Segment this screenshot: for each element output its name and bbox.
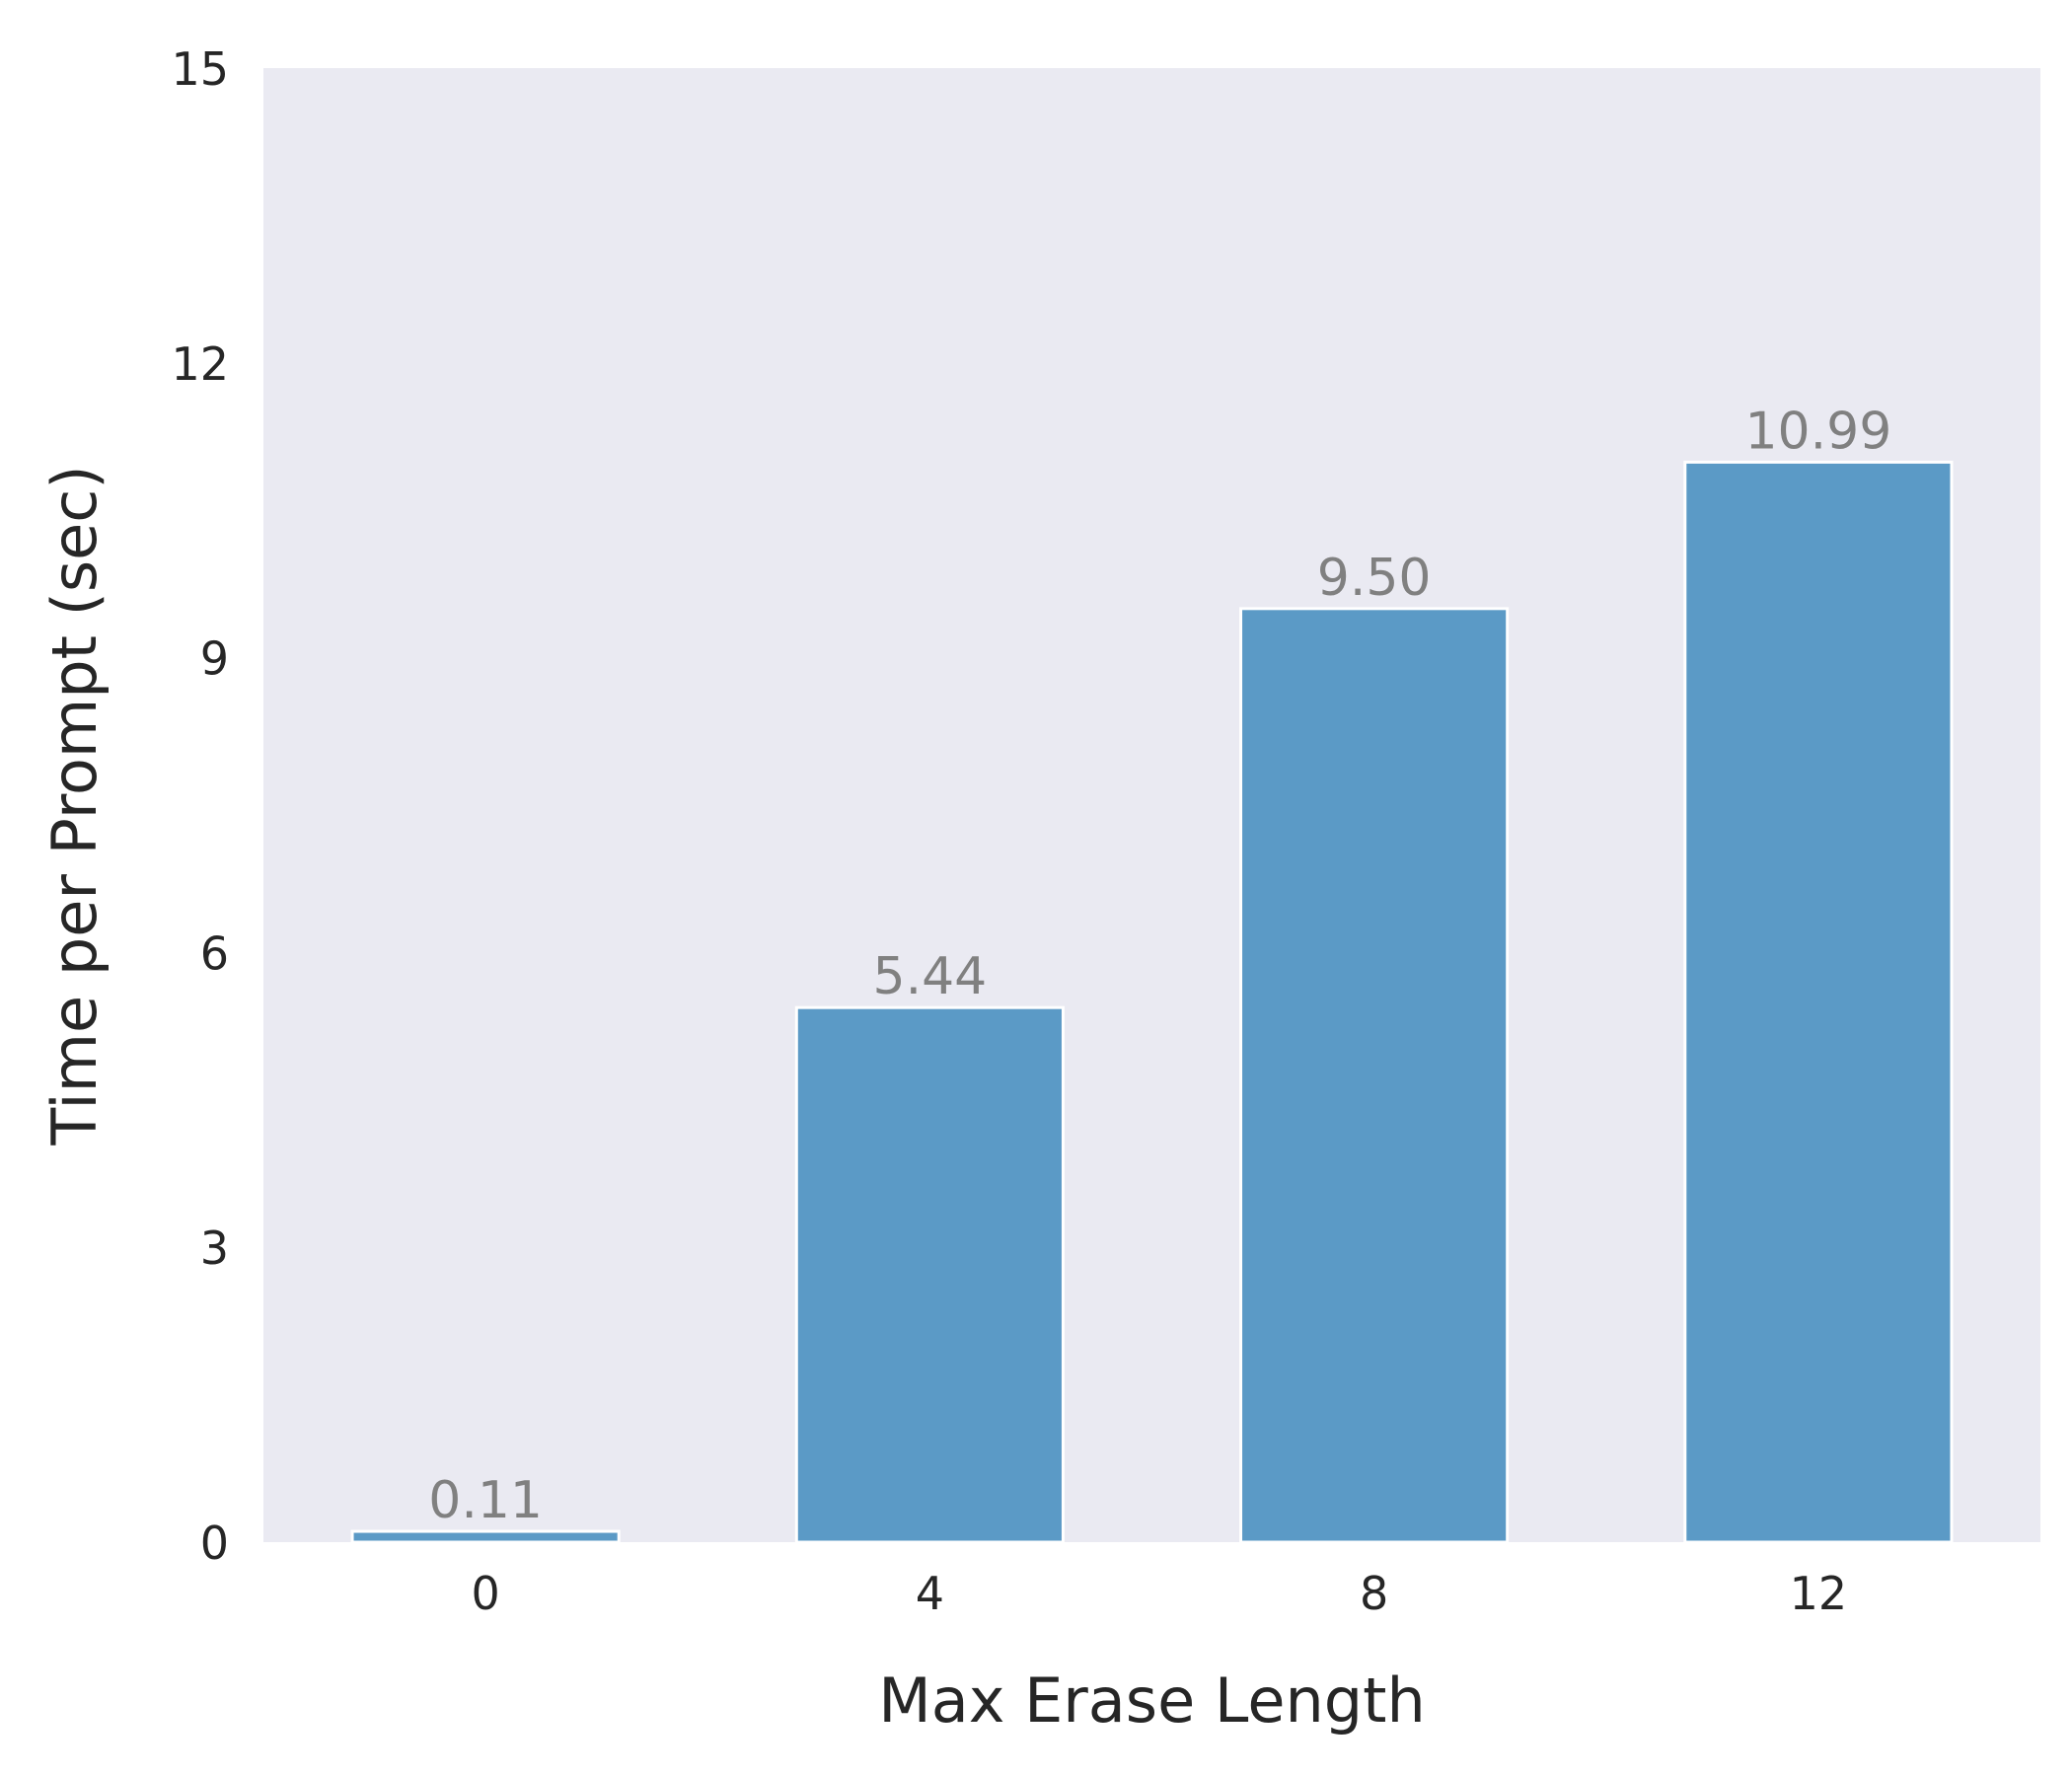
y-tick-label-12: 12	[171, 337, 229, 391]
x-tick-label-4: 4	[916, 1567, 944, 1620]
x-tick-label-0: 0	[471, 1567, 499, 1620]
bar-8	[1239, 607, 1510, 1544]
value-label-4: 5.44	[872, 947, 987, 1006]
x-axis-label: Max Erase Length	[878, 1665, 1426, 1737]
value-label-12: 10.99	[1744, 402, 1891, 461]
y-tick-label-15: 15	[171, 42, 229, 96]
x-tick-label-12: 12	[1790, 1567, 1848, 1620]
y-axis-label: Time per Prompt (sec)	[38, 465, 111, 1146]
bar-0	[350, 1529, 621, 1544]
y-tick-label-3: 3	[200, 1221, 229, 1275]
value-labels-group: 0.11 5.44 9.50 10.99	[428, 402, 1891, 1530]
y-tick-label-6: 6	[200, 926, 229, 980]
bar-12	[1683, 460, 1954, 1544]
bar-4	[794, 1005, 1065, 1544]
x-tick-labels-group: 0 4 8 12	[471, 1567, 1847, 1620]
x-tick-label-8: 8	[1360, 1567, 1388, 1620]
y-tick-label-0: 0	[200, 1517, 229, 1570]
value-label-8: 9.50	[1317, 549, 1432, 608]
bars-group	[350, 460, 1954, 1544]
y-tick-label-9: 9	[200, 632, 229, 686]
value-label-0: 0.11	[428, 1471, 543, 1530]
y-tick-labels-group: 0 3 6 9 12 15	[171, 42, 229, 1570]
